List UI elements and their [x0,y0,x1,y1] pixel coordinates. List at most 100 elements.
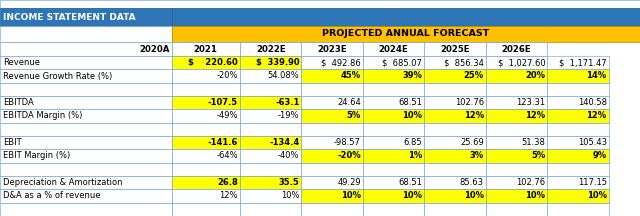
Bar [301,69,363,83]
Bar [0,26,172,42]
Bar [0,56,172,69]
Bar [0,8,172,26]
Text: 45%: 45% [340,71,361,81]
Text: 68.51: 68.51 [399,178,422,187]
Bar [547,149,609,163]
Bar [172,176,240,189]
Text: -20%: -20% [337,151,361,160]
Text: 10%: 10% [464,192,484,200]
Bar [172,8,640,26]
Text: 14%: 14% [586,71,607,81]
Text: D&A as a % of revenue: D&A as a % of revenue [3,192,100,200]
Text: 2022E: 2022E [256,44,285,54]
Bar [172,149,240,163]
Bar [424,56,486,69]
Bar [547,109,609,123]
Bar [0,69,172,83]
Bar [486,42,547,56]
Text: EBITDA Margin (%): EBITDA Margin (%) [3,111,83,121]
Bar [486,136,547,149]
Bar [172,189,240,203]
Bar [486,123,547,136]
Text: EBITDA: EBITDA [3,98,34,107]
Bar [424,163,486,176]
Bar [0,176,172,189]
Bar [0,203,172,216]
Bar [172,109,240,123]
Text: $  339.90: $ 339.90 [256,58,300,67]
Bar [240,42,301,56]
Bar [240,136,301,149]
Bar [363,203,424,216]
Bar [363,83,424,96]
Bar [363,163,424,176]
Text: 39%: 39% [403,71,422,81]
Text: 10%: 10% [403,111,422,121]
Text: 35.5: 35.5 [278,178,300,187]
Bar [363,176,424,189]
Bar [0,136,172,149]
Bar [424,69,486,83]
Text: $  685.07: $ 685.07 [383,58,422,67]
Text: -49%: -49% [216,111,238,121]
Bar [172,96,240,109]
Text: $  1,171.47: $ 1,171.47 [559,58,607,67]
Text: -134.4: -134.4 [269,138,300,147]
Bar [240,69,301,83]
Text: 6.85: 6.85 [404,138,422,147]
Bar [172,83,240,96]
Text: -107.5: -107.5 [208,98,238,107]
Text: 2023E: 2023E [317,44,347,54]
Bar [424,176,486,189]
Text: 105.43: 105.43 [578,138,607,147]
Bar [172,42,240,56]
Text: 2025E: 2025E [440,44,470,54]
Bar [172,123,240,136]
Bar [0,83,172,96]
Text: $    220.60: $ 220.60 [188,58,238,67]
Text: 10%: 10% [587,192,607,200]
Bar [301,83,363,96]
Bar [547,56,609,69]
Bar [240,56,301,69]
Text: 68.51: 68.51 [399,98,422,107]
Bar [0,109,172,123]
Text: 2021: 2021 [194,44,218,54]
Bar [486,163,547,176]
Text: 10%: 10% [341,192,361,200]
Bar [424,136,486,149]
Text: 49.29: 49.29 [337,178,361,187]
Bar [0,123,172,136]
Bar [301,189,363,203]
Bar [0,96,172,109]
Text: 1%: 1% [408,151,422,160]
Bar [301,96,363,109]
Bar [424,96,486,109]
Text: 12%: 12% [525,111,545,121]
Bar [486,189,547,203]
Text: 9%: 9% [593,151,607,160]
Bar [301,42,363,56]
Text: 24.64: 24.64 [337,98,361,107]
Text: -63.1: -63.1 [275,98,300,107]
Text: 102.76: 102.76 [454,98,484,107]
Bar [0,163,172,176]
Bar [547,163,609,176]
Bar [301,109,363,123]
Bar [0,42,172,56]
Bar [172,203,240,216]
Text: 12%: 12% [586,111,607,121]
Bar [486,149,547,163]
Text: 102.76: 102.76 [516,178,545,187]
Bar [0,149,172,163]
Text: 2026E: 2026E [502,44,531,54]
Bar [240,109,301,123]
Bar [301,123,363,136]
Bar [240,96,301,109]
Bar [486,176,547,189]
Bar [301,56,363,69]
Bar [424,189,486,203]
Bar [363,149,424,163]
Text: 117.15: 117.15 [578,178,607,187]
Bar [424,123,486,136]
